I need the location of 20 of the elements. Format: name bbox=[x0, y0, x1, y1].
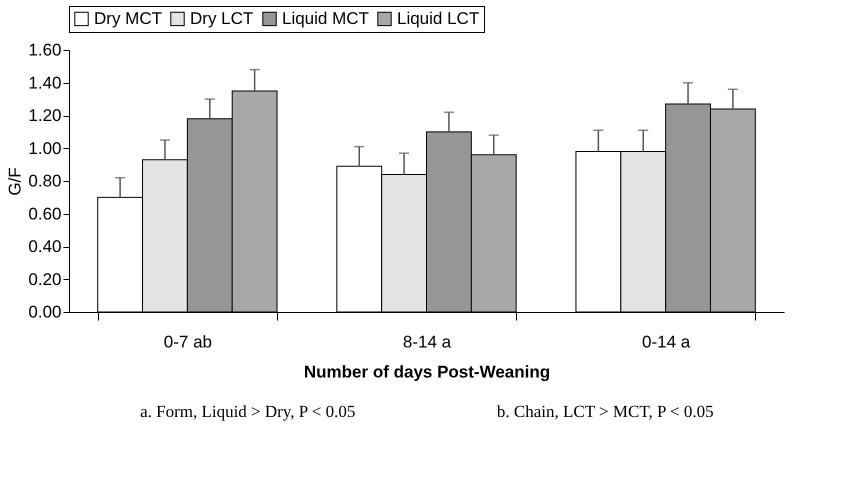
text: b. Chain, LCT > MCT, P < 0.05 bbox=[496, 402, 714, 421]
y-axis-title: G/F bbox=[5, 167, 24, 196]
x-axis-title: Number of days Post-Weaning bbox=[304, 362, 550, 382]
legend-label: Liquid LCT bbox=[397, 8, 480, 28]
legend-label: Dry MCT bbox=[94, 8, 162, 28]
x-tick-label: 0-14 a bbox=[642, 332, 691, 352]
y-tick-label: 0.40 bbox=[28, 237, 62, 256]
x-tick-label: 8-14 a bbox=[402, 332, 452, 352]
y-tick-label: 0.20 bbox=[28, 270, 62, 289]
y-tick-label: 0.80 bbox=[28, 172, 62, 190]
legend-label: Dry LCT bbox=[190, 8, 254, 28]
y-tick-label: 0.00 bbox=[28, 302, 62, 322]
y-tick-label: 1.40 bbox=[28, 73, 62, 92]
y-tick-label: 1.60 bbox=[28, 40, 62, 60]
y-tick-label: 0.60 bbox=[28, 204, 62, 224]
y-tick-label: 1.00 bbox=[28, 138, 62, 158]
text: a. Form, Liquid > Dry, P < 0.05 bbox=[140, 402, 356, 421]
y-tick-label: 1.20 bbox=[28, 106, 62, 125]
x-tick-label: 0-7 ab bbox=[164, 332, 212, 352]
legend-label: Liquid MCT bbox=[282, 8, 369, 28]
